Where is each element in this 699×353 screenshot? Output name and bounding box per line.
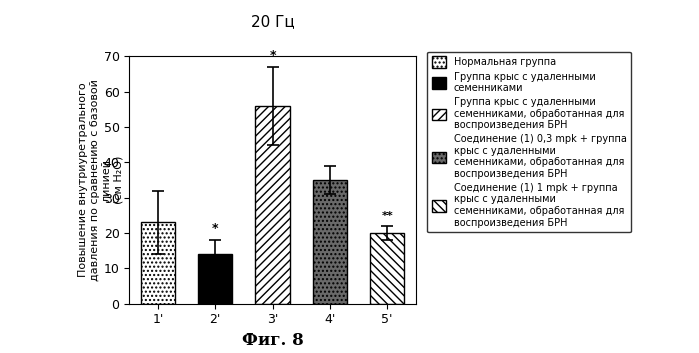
Text: 20 Гц: 20 Гц	[251, 14, 294, 29]
Bar	[312, 180, 347, 304]
Legend: Нормальная группа, Группа крыс с удаленными
семенниками, Группа крыс с удаленным: Нормальная группа, Группа крыс с удаленн…	[427, 52, 631, 232]
Bar	[255, 106, 290, 304]
Bar	[140, 222, 175, 304]
Bar	[370, 233, 405, 304]
Y-axis label: Повышение внутриуретрального
давления по сравнению с базовой
линией
(см Н₂О): Повышение внутриуретрального давления по…	[78, 79, 123, 281]
Text: **: **	[382, 211, 393, 221]
Text: Фиг. 8: Фиг. 8	[242, 333, 303, 349]
Text: *: *	[212, 222, 219, 235]
Text: *: *	[269, 49, 276, 62]
Bar	[198, 254, 233, 304]
